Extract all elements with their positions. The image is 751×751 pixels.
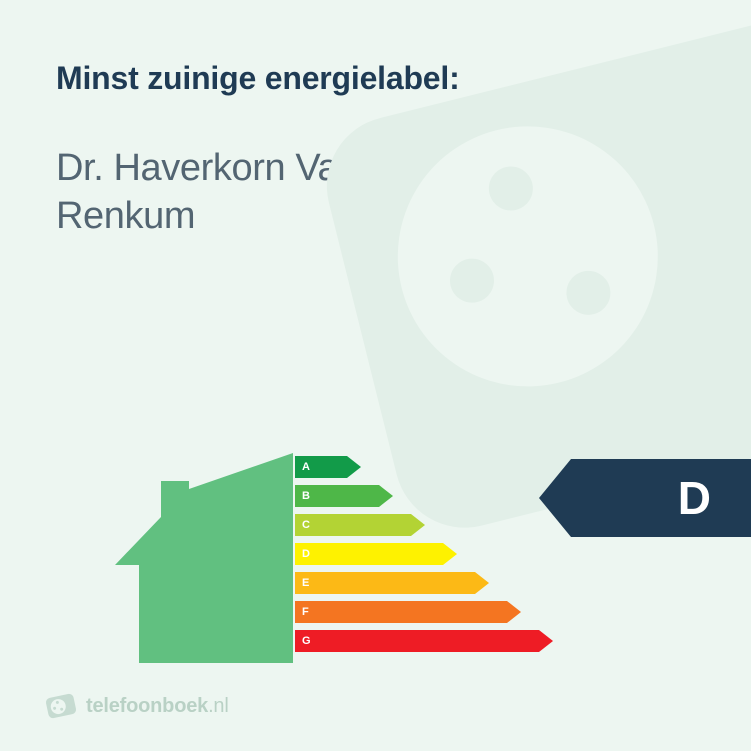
energy-bar-letter: D bbox=[302, 548, 310, 560]
score-badge: D bbox=[539, 459, 751, 537]
footer-brand-name: telefoonboek bbox=[86, 695, 208, 717]
footer: telefoonboek.nl bbox=[46, 691, 229, 721]
score-letter: D bbox=[678, 471, 711, 525]
footer-logo-icon bbox=[43, 688, 79, 724]
house-icon bbox=[115, 453, 295, 663]
energy-label-chart: A B C D E F G D bbox=[0, 401, 751, 681]
energy-bar-letter: B bbox=[302, 490, 310, 502]
energy-bar-letter: C bbox=[302, 519, 310, 531]
footer-brand: telefoonboek.nl bbox=[86, 695, 229, 718]
subtitle: Dr. Haverkorn Van Rijsewijkweg Renkum bbox=[56, 145, 695, 240]
energy-bar-letter: E bbox=[302, 577, 309, 589]
energy-bar-letter: F bbox=[302, 606, 309, 618]
energy-bar-letter: G bbox=[302, 635, 311, 647]
footer-brand-tld: .nl bbox=[208, 695, 229, 717]
energy-bar-letter: A bbox=[302, 461, 310, 473]
card: Minst zuinige energielabel: Dr. Haverkor… bbox=[0, 0, 751, 751]
title: Minst zuinige energielabel: bbox=[56, 60, 695, 97]
score-badge-shape bbox=[539, 459, 751, 537]
